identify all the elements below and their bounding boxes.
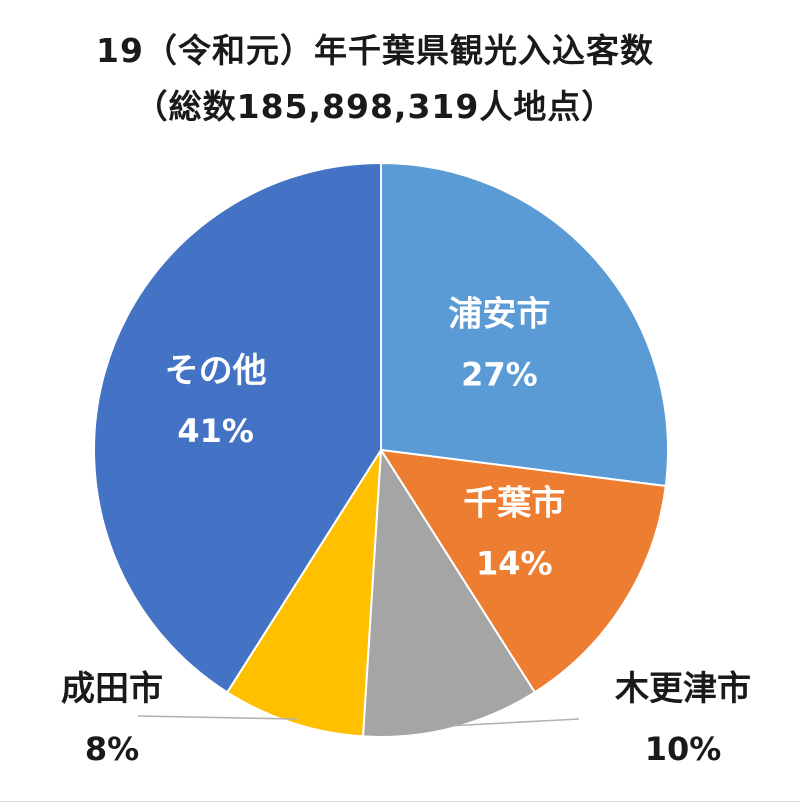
slice-label-1: 浦安市: [448, 295, 550, 335]
slice-label-5: その他: [165, 351, 267, 391]
slice-value-label-3: 10%: [645, 730, 722, 768]
pie-slice-1: [380, 161, 669, 488]
slice-value-label-5: 41%: [177, 412, 254, 450]
pie-slice-2: [379, 448, 667, 694]
slice-value-label-1: 27%: [461, 356, 538, 394]
chart-title: 19（令和元）年千葉県観光入込客数: [96, 31, 654, 70]
slice-label-2: 千葉市: [463, 484, 565, 524]
slice-value-label-2: 14%: [476, 545, 553, 583]
leader-line-narita: [137, 715, 298, 720]
leader-line-kisarazu: [446, 718, 580, 727]
slice-label-3: 木更津市: [614, 669, 751, 709]
slice-value-label-4: 8%: [85, 730, 139, 768]
chart-subtitle: （総数185,898,319人地点）: [134, 87, 616, 126]
slice-label-4: 成田市: [61, 669, 163, 709]
pie-slice-3: [361, 446, 537, 738]
pie-slice-5: [93, 161, 382, 694]
bottom-divider: [0, 801, 800, 802]
pie-slice-4: [225, 449, 382, 738]
